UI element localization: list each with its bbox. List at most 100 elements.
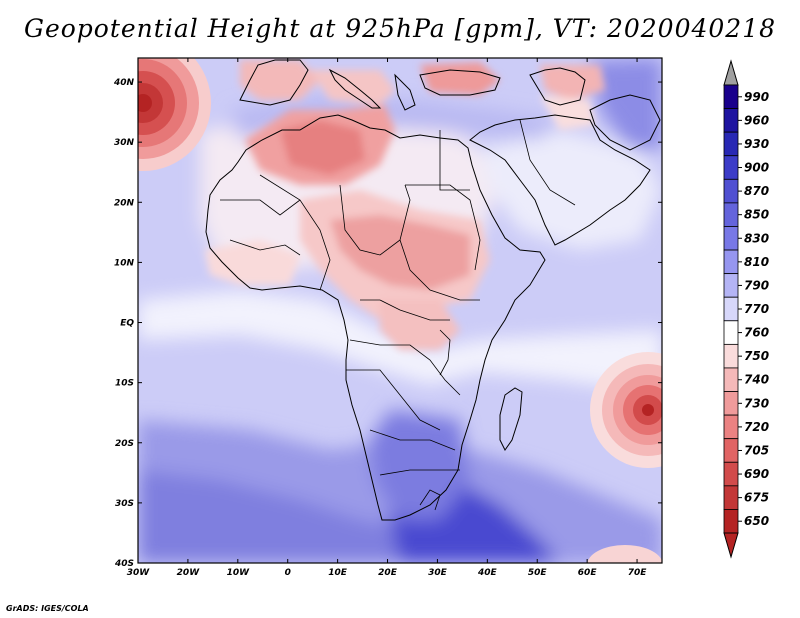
x-tick-label: 10W <box>227 568 251 578</box>
colorbar-swatch <box>723 461 739 487</box>
colorbar-label: 705 <box>744 443 769 457</box>
x-tick-label: 30E <box>428 568 448 578</box>
y-tick-label: 10S <box>115 379 134 389</box>
low-turkey <box>420 62 500 95</box>
coastline-arabia <box>469 114 651 246</box>
y-tick-label: 20S <box>115 439 134 449</box>
colorbar-label: 650 <box>744 514 769 528</box>
low-sahel-core <box>330 215 470 290</box>
low-iberia <box>240 60 320 100</box>
colorbar-swatch <box>723 343 739 369</box>
coastlines <box>205 59 661 521</box>
y-tick-label: EQ <box>120 319 134 329</box>
colorbar-label: 760 <box>744 326 769 340</box>
border-line <box>339 184 411 256</box>
colorbar-swatch <box>723 438 739 463</box>
map-frame <box>137 57 663 564</box>
colorbar-label: 690 <box>744 467 769 481</box>
axis-ticks: 30W 20W 10W 0 10E 20E 30E 40E 50E 60E 70E 40N 30N 20N… <box>113 58 662 578</box>
colorbar-label: 675 <box>744 491 769 505</box>
map-field <box>138 58 662 563</box>
colorbar-label: 930 <box>744 137 769 151</box>
zone-central-asia <box>590 58 662 150</box>
colorbar-label: 830 <box>744 231 769 245</box>
colorbar-under-triangle <box>723 532 739 559</box>
coastline-iberia <box>239 59 309 106</box>
credit-text: GrADS: IGES/COLA <box>6 604 89 613</box>
colorbar-swatch <box>723 391 739 416</box>
colorbar-swatch <box>723 202 739 227</box>
colorbar-swatch <box>723 249 739 275</box>
colorbar-swatch <box>723 131 739 157</box>
coastline-turkey <box>419 69 501 96</box>
colorbar-swatch <box>723 273 739 298</box>
colorbar-label: 730 <box>744 396 769 410</box>
field-lows <box>205 60 605 350</box>
colorbar-label: 750 <box>744 349 769 363</box>
colorbar-label: 960 <box>744 113 769 127</box>
border-line <box>360 299 450 321</box>
colorbar-label: 740 <box>744 373 769 387</box>
colorbar-swatch <box>723 320 739 345</box>
zone-mediterranean <box>230 95 560 140</box>
x-tick-label: 70E <box>628 568 648 578</box>
low-congo <box>380 300 460 350</box>
colorbar-swatch <box>723 414 739 440</box>
low-azores-rings <box>138 58 211 171</box>
zone-arabia <box>480 130 662 250</box>
low-caspian <box>540 65 605 100</box>
colorbar-swatch <box>723 485 739 510</box>
colorbar: 990 960 930 900 870 850 830 810 790 770 760 750 740 7… <box>723 59 769 559</box>
x-tick-label: 60E <box>578 568 598 578</box>
y-tick-label: 40S <box>114 559 134 569</box>
colorbar-label: 990 <box>744 90 769 104</box>
coastline-greece <box>394 73 416 111</box>
x-tick-label: 20E <box>378 568 398 578</box>
low-bottom-right <box>587 545 662 563</box>
x-tick-label: 30W <box>127 568 151 578</box>
border-line <box>229 239 301 256</box>
border-line <box>369 429 456 451</box>
colorbar-swatch <box>723 155 739 180</box>
y-tick-label: 10N <box>114 258 135 268</box>
border-line <box>519 119 576 206</box>
colorbar-swatch <box>723 84 739 109</box>
border-line <box>346 369 441 431</box>
x-tick-label: 50E <box>528 568 548 578</box>
border-lake-victoria <box>439 329 451 376</box>
x-tick-label: 40E <box>477 568 498 578</box>
low-west-africa <box>205 240 300 285</box>
zone-southern-africa <box>370 410 470 520</box>
map-title: Geopotential Height at 925hPa [gpm], VT:… <box>23 14 777 43</box>
colorbar-swatch <box>723 296 739 322</box>
border-line <box>399 239 480 301</box>
low-italy <box>310 70 395 105</box>
border-line <box>405 184 481 271</box>
border-line <box>220 199 301 216</box>
low-mascarene-rings <box>590 352 662 468</box>
x-tick-label: 20W <box>177 568 201 578</box>
colorbar-swatch <box>723 108 739 133</box>
y-tick-label: 40N <box>113 78 135 88</box>
coastline-madagascar <box>499 387 523 451</box>
colorbar-label: 810 <box>744 255 769 269</box>
border-line <box>439 130 470 191</box>
country-borders <box>220 119 576 511</box>
colorbar-label: 900 <box>744 161 769 175</box>
colorbar-label: 770 <box>744 302 769 316</box>
coastline-africa <box>205 114 546 521</box>
coastline-iran <box>589 94 661 151</box>
border-line <box>349 339 461 396</box>
colorbar-label: 720 <box>744 420 769 434</box>
colorbar-label: 870 <box>744 184 769 198</box>
colorbar-label: 850 <box>744 208 769 222</box>
low-persian-gulf <box>540 95 595 130</box>
border-line <box>259 174 331 291</box>
y-tick-label: 20N <box>114 198 135 208</box>
y-tick-label: 30N <box>114 138 135 148</box>
colorbar-swatch <box>723 367 739 392</box>
x-tick-label: 10E <box>328 568 348 578</box>
y-tick-label: 30S <box>115 499 134 509</box>
border-line <box>419 489 441 511</box>
colorbar-swatch <box>723 509 739 534</box>
